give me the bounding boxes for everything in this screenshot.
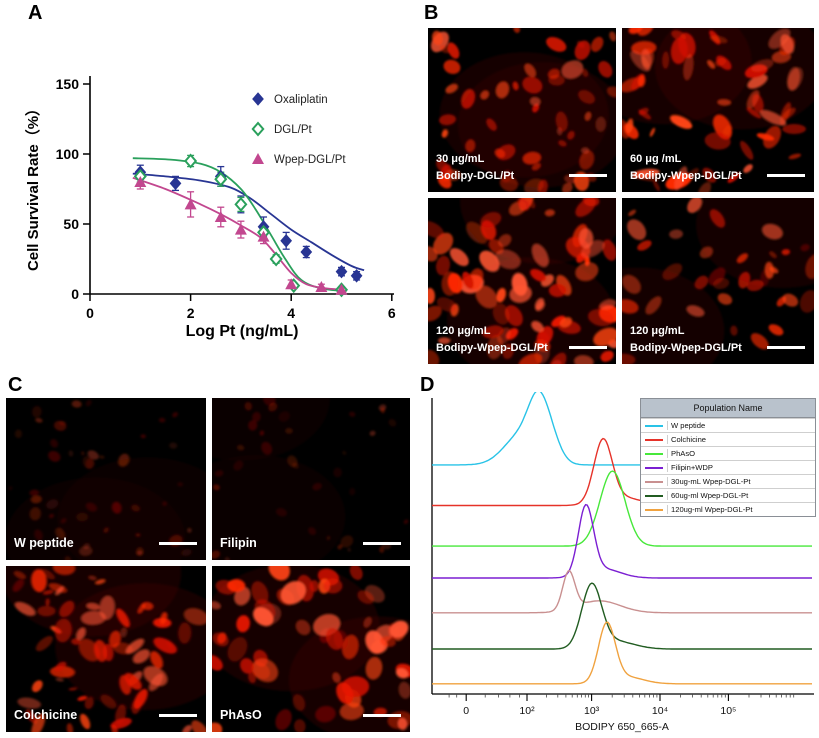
legend-line-swatch (641, 438, 667, 441)
legend-row: 120ug-ml Wpep-DGL-Pt (641, 502, 815, 516)
fluorescence-image (6, 566, 206, 732)
legend-line-swatch (641, 424, 667, 427)
svg-text:2: 2 (187, 305, 195, 321)
panel-label-b: B (424, 2, 439, 24)
svg-text:BODIPY 650_665-A: BODIPY 650_665-A (575, 721, 669, 733)
legend-population-label: 60ug-ml Wpep-DGL-Pt (667, 491, 815, 500)
fluorescent-cells (428, 198, 616, 364)
micrograph-c4: PhAsO (212, 566, 410, 732)
compound-label: Bodipy-Wpep-DGL/Pt (630, 342, 742, 355)
svg-text:10⁵: 10⁵ (720, 705, 736, 717)
svg-text:0: 0 (86, 305, 94, 321)
micrograph-c1: W peptide (6, 398, 206, 560)
treatment-label: Filipin (220, 536, 257, 550)
fluorescent-cells (212, 398, 409, 560)
svg-text:6: 6 (388, 305, 396, 321)
fluorescent-cells (622, 198, 814, 364)
legend-row: PhAsO (641, 446, 815, 460)
scale-bar (363, 714, 401, 717)
fluorescence-image (6, 398, 206, 560)
flow-cytometry-chart: 0 10² 10³ 10⁴ 10⁵ BODIPY 650_665-A Population… (422, 389, 818, 736)
legend-row: Colchicine (641, 432, 815, 446)
compound-label: Bodipy-DGL/Pt (436, 170, 515, 183)
fluorescence-image (212, 566, 410, 732)
micrograph-b2: 60 μg /mL Bodipy-Wpep-DGL/Pt (622, 28, 814, 192)
svg-text:10²: 10² (519, 705, 535, 717)
legend-row: 60ug-ml Wpep-DGL-Pt (641, 488, 815, 502)
scale-bar (159, 714, 197, 717)
svg-text:Oxaliplatin: Oxaliplatin (274, 94, 328, 106)
fluorescence-image (622, 28, 814, 192)
legend-line-swatch (641, 466, 667, 469)
cell-survival-chart: 0 2 4 6 0 50 100 150 Log Pt (ng/mL) Cell Survival… (18, 24, 418, 364)
panel-label-a: A (28, 2, 43, 24)
legend-population-label: Colchicine (667, 435, 815, 444)
legend-line-swatch (641, 452, 667, 455)
micrograph-c3: Colchicine (6, 566, 206, 732)
fluorescent-cells (430, 28, 616, 192)
scale-bar (767, 174, 805, 177)
svg-text:DGL/Pt: DGL/Pt (274, 124, 313, 136)
compound-label: Bodipy-Wpep-DGL/Pt (630, 170, 742, 183)
treatment-label: Colchicine (14, 708, 78, 722)
legend-line-swatch (641, 508, 667, 511)
micrograph-b1: 30 μg/mL Bodipy-DGL/Pt (428, 28, 616, 192)
svg-text:10³: 10³ (584, 705, 600, 717)
scale-bar (159, 542, 197, 545)
svg-text:100: 100 (56, 146, 80, 162)
fluorescence-image (212, 398, 410, 560)
svg-text:0: 0 (463, 705, 469, 717)
legend-row: Filipin+WDP (641, 460, 815, 474)
conc-label: 120 μg/mL (630, 324, 685, 337)
treatment-label: PhAsO (220, 708, 262, 722)
legend-row: W peptide (641, 418, 815, 432)
fluorescence-image (428, 198, 616, 364)
svg-text:4: 4 (287, 305, 295, 321)
scale-bar (363, 542, 401, 545)
conc-label: 30 μg/mL (436, 152, 485, 165)
legend-line-swatch (641, 480, 667, 483)
legend-population-label: 120ug-ml Wpep-DGL-Pt (667, 505, 815, 514)
conc-label: 120 μg/mL (436, 324, 491, 337)
panel-label-c: C (8, 374, 23, 396)
fluorescence-image (428, 28, 616, 192)
legend-population-label: 30ug-mL Wpep-DGL-Pt (667, 477, 815, 486)
svg-text:Cell Survival Rate（%）: Cell Survival Rate（%） (24, 101, 42, 271)
svg-text:50: 50 (63, 216, 79, 232)
micrograph-c2: Filipin (212, 398, 410, 560)
scale-bar (569, 174, 607, 177)
svg-text:Log Pt (ng/mL): Log Pt (ng/mL) (186, 323, 299, 340)
micrograph-b3: 120 μg/mL Bodipy-Wpep-DGL/Pt (428, 198, 616, 364)
panel-label-d: D (420, 374, 435, 396)
legend-population-label: Filipin+WDP (667, 463, 815, 472)
legend-header: Population Name (641, 399, 815, 418)
fluorescence-image (622, 198, 814, 364)
legend-line-swatch (641, 494, 667, 497)
treatment-label: W peptide (14, 536, 74, 550)
conc-label: 60 μg /mL (630, 152, 682, 165)
compound-label: Bodipy-Wpep-DGL/Pt (436, 342, 548, 355)
scale-bar (767, 346, 805, 349)
svg-text:10⁴: 10⁴ (652, 705, 668, 717)
legend-population-label: W peptide (667, 421, 815, 430)
svg-text:150: 150 (56, 76, 80, 92)
fluorescent-cells (212, 566, 410, 732)
legend-row: 30ug-mL Wpep-DGL-Pt (641, 474, 815, 488)
fluorescent-cells (622, 28, 814, 192)
svg-text:0: 0 (71, 286, 79, 302)
micrograph-b4: 120 μg/mL Bodipy-Wpep-DGL/Pt (622, 198, 814, 364)
fluorescent-cells (6, 566, 206, 732)
svg-text:Wpep-DGL/Pt: Wpep-DGL/Pt (274, 154, 346, 166)
legend-population-label: PhAsO (667, 449, 815, 458)
flow-legend: Population Name W peptide Colchicine PhAsO F… (640, 398, 816, 517)
scale-bar (569, 346, 607, 349)
fluorescent-cells (6, 399, 206, 560)
